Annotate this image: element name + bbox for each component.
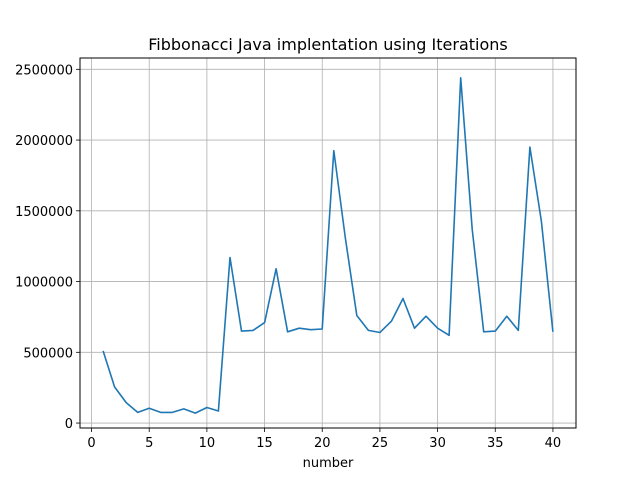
x-tick-label: 30	[429, 436, 446, 451]
y-tick-label: 0	[65, 417, 73, 432]
y-tick-label: 2500000	[15, 63, 73, 78]
y-tick-label: 1000000	[15, 276, 73, 291]
y-tick-label: 1500000	[15, 205, 73, 220]
chart-title: Fibbonacci Java implentation using Itera…	[148, 35, 507, 54]
y-tick-label: 2000000	[15, 134, 73, 149]
y-tick-label: 500000	[23, 346, 73, 361]
x-tick-label: 15	[256, 436, 273, 451]
x-tick-label: 25	[372, 436, 389, 451]
series-lines	[102, 77, 554, 414]
y-axis-ticks: 0 500000 1000000 1500000 2000000 2500000	[15, 63, 80, 432]
grid-lines	[80, 58, 576, 428]
x-tick-label: 10	[199, 436, 216, 451]
x-tick-label: 20	[314, 436, 331, 451]
x-tick-label: 35	[487, 436, 504, 451]
x-tick-label: 0	[87, 436, 95, 451]
series-line	[102, 77, 554, 414]
x-axis-label: number	[303, 456, 354, 471]
x-axis-ticks: 0 5 10 15 20 25 30 35 40	[87, 428, 561, 451]
plot-frame	[79, 57, 577, 429]
x-tick-label: 40	[545, 436, 562, 451]
x-tick-label: 5	[145, 436, 153, 451]
